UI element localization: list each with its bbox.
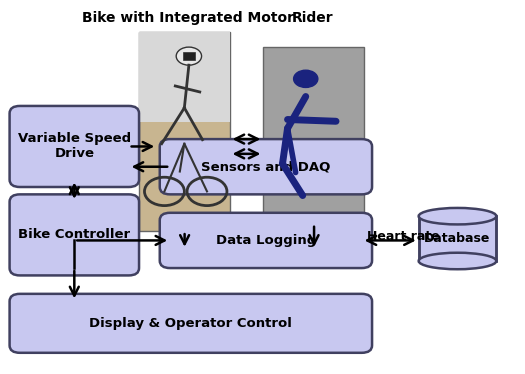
FancyBboxPatch shape	[160, 139, 372, 194]
Text: Variable Speed
Drive: Variable Speed Drive	[18, 132, 131, 160]
Text: Data Logging: Data Logging	[216, 234, 316, 247]
FancyBboxPatch shape	[160, 213, 372, 268]
Bar	[183, 52, 195, 60]
Ellipse shape	[418, 208, 496, 224]
FancyBboxPatch shape	[9, 294, 372, 353]
Text: Bike with Integrated Motor: Bike with Integrated Motor	[82, 10, 294, 25]
Ellipse shape	[418, 253, 496, 269]
Text: Bike Controller: Bike Controller	[18, 229, 130, 241]
Text: Display & Operator Control: Display & Operator Control	[89, 317, 292, 330]
Circle shape	[293, 70, 318, 88]
FancyBboxPatch shape	[418, 216, 496, 261]
Text: Heart rate: Heart rate	[367, 230, 439, 243]
Bar	[139, 32, 229, 231]
Bar	[139, 32, 229, 122]
Text: Rider: Rider	[292, 10, 333, 25]
Text: Sensors and DAQ: Sensors and DAQ	[201, 160, 331, 173]
FancyBboxPatch shape	[9, 106, 139, 187]
Circle shape	[176, 47, 202, 65]
FancyBboxPatch shape	[9, 194, 139, 275]
Bar	[264, 47, 364, 224]
Text: Database: Database	[424, 232, 491, 245]
